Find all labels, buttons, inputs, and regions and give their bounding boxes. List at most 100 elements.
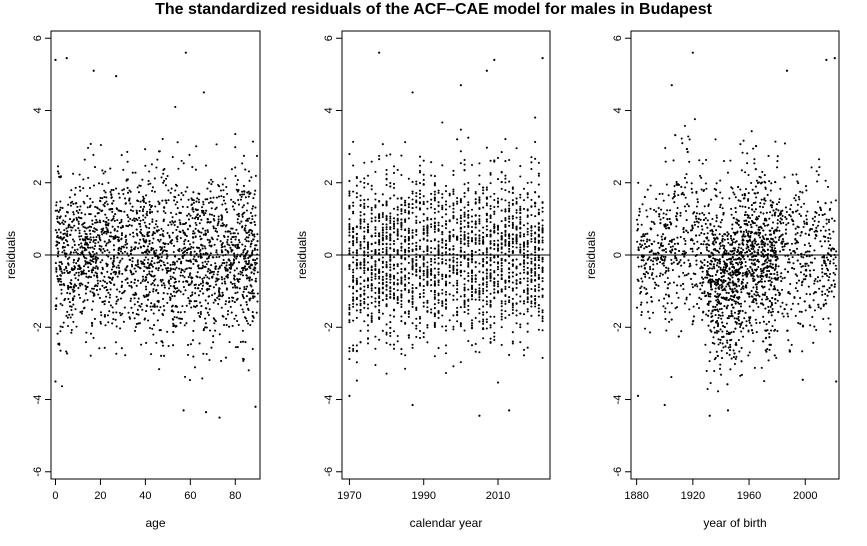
data-point	[102, 220, 105, 223]
data-point	[229, 305, 232, 308]
data-point	[456, 197, 459, 200]
data-point	[212, 301, 215, 304]
data-point	[378, 158, 381, 161]
data-point	[352, 319, 355, 322]
data-point	[153, 190, 156, 193]
data-point	[359, 204, 362, 207]
data-point	[422, 274, 425, 277]
data-point	[87, 270, 90, 273]
data-point	[178, 317, 181, 320]
data-point	[444, 371, 448, 375]
data-point	[58, 343, 61, 346]
data-point	[396, 265, 399, 268]
data-point	[147, 258, 150, 261]
data-point	[237, 261, 241, 264]
data-point	[58, 216, 61, 219]
data-point	[174, 325, 177, 328]
data-point	[437, 210, 440, 213]
data-point	[223, 266, 227, 269]
data-point	[129, 317, 132, 320]
data-point	[511, 226, 514, 229]
data-point	[162, 261, 165, 264]
data-point	[226, 269, 229, 272]
data-point	[385, 281, 388, 284]
data-point	[433, 307, 436, 310]
data-point	[191, 207, 194, 210]
data-point	[167, 199, 170, 202]
data-point	[111, 210, 114, 213]
data-point	[103, 205, 106, 208]
data-point	[526, 301, 529, 304]
data-point	[508, 204, 511, 207]
data-point	[105, 282, 109, 285]
data-point	[131, 209, 135, 213]
data-point	[437, 301, 440, 304]
data-point	[218, 333, 221, 336]
data-point	[456, 221, 459, 224]
data-point	[452, 188, 455, 191]
data-point	[463, 299, 466, 302]
data-point	[109, 288, 112, 291]
data-point	[526, 277, 529, 280]
data-point	[370, 319, 373, 322]
data-point	[426, 324, 429, 327]
x-tick-label: 1960	[737, 490, 761, 502]
data-point	[530, 181, 533, 184]
data-point	[150, 189, 154, 192]
data-point	[91, 201, 94, 204]
data-point	[511, 245, 514, 248]
x-tick-label: 2010	[486, 490, 510, 502]
data-point	[202, 352, 205, 355]
data-point	[659, 261, 662, 264]
data-point	[467, 304, 470, 307]
y-tick-label: 0	[32, 252, 44, 258]
data-point	[489, 256, 492, 259]
data-point	[210, 346, 213, 349]
data-point	[73, 243, 76, 247]
data-point	[355, 303, 358, 306]
data-point	[519, 263, 522, 266]
data-point	[230, 198, 233, 201]
data-point	[74, 308, 77, 311]
data-point	[225, 261, 228, 264]
data-point	[155, 341, 158, 344]
data-point	[218, 298, 221, 301]
data-point	[467, 265, 470, 268]
data-point	[463, 213, 466, 216]
data-point	[69, 285, 72, 289]
data-point	[363, 264, 366, 267]
data-point	[191, 236, 195, 239]
data-point	[197, 229, 200, 232]
data-point	[162, 305, 165, 308]
data-point	[511, 259, 514, 262]
data-point	[107, 255, 110, 258]
data-point	[496, 268, 500, 271]
data-point	[159, 233, 162, 237]
data-point	[231, 205, 234, 208]
data-point	[370, 271, 373, 275]
data-point	[248, 179, 251, 182]
data-point	[224, 248, 227, 251]
data-point	[422, 250, 425, 253]
data-point	[133, 267, 136, 270]
data-point	[522, 277, 526, 280]
data-point	[493, 282, 496, 285]
data-point	[68, 305, 72, 308]
data-point	[215, 277, 218, 280]
data-point	[732, 356, 735, 359]
data-point	[170, 187, 173, 190]
data-point	[77, 293, 81, 296]
data-point	[176, 240, 179, 243]
data-point	[105, 200, 108, 203]
data-point	[204, 260, 207, 263]
data-point	[226, 275, 229, 278]
data-point	[59, 330, 62, 333]
data-point	[489, 272, 492, 276]
data-point	[225, 185, 228, 189]
data-point	[148, 170, 151, 173]
data-point	[448, 264, 451, 267]
data-point	[452, 271, 455, 274]
data-point	[400, 276, 403, 279]
data-point	[698, 296, 701, 299]
data-point	[444, 329, 448, 332]
